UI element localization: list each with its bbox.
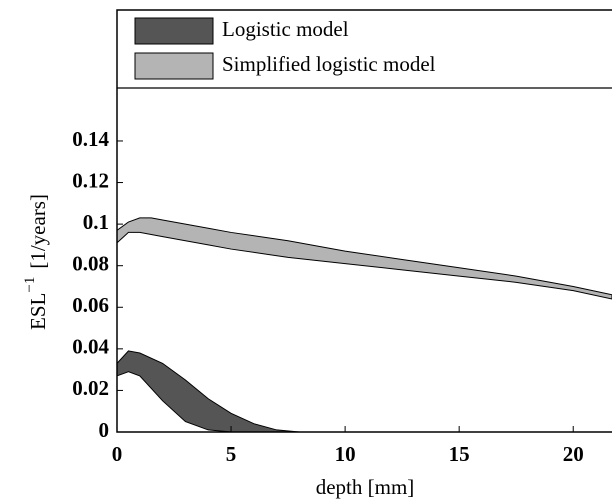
y-tick-label: 0.04: [72, 335, 109, 359]
y-tick-label: 0.02: [72, 376, 109, 400]
x-axis-label: depth [mm]: [316, 475, 415, 499]
band: [117, 350, 311, 432]
legend-swatch: [134, 52, 214, 80]
x-tick-label: 15: [449, 442, 470, 466]
band: [117, 217, 612, 300]
legend-label: Simplified logistic model: [222, 52, 436, 76]
y-label-sup: −1: [22, 277, 38, 293]
y-tick-label: 0.14: [72, 127, 109, 151]
y-tick-label: 0.12: [72, 168, 109, 192]
x-tick-label: 20: [563, 442, 584, 466]
plot-frame: [116, 9, 612, 433]
x-tick-label: 5: [226, 442, 237, 466]
y-label-base: ESL: [26, 293, 50, 330]
legend-swatch: [134, 17, 214, 45]
legend-label: Logistic model: [222, 17, 349, 41]
y-tick-label: 0.06: [72, 293, 109, 317]
y-tick-label: 0: [99, 418, 110, 442]
x-tick-label: 0: [112, 442, 123, 466]
y-tick-label: 0.08: [72, 252, 109, 276]
y-tick-label: 0.1: [83, 210, 109, 234]
x-tick-label: 10: [335, 442, 356, 466]
y-axis-label: ESL−1 [1/years]: [22, 194, 49, 330]
y-label-unit: [1/years]: [26, 194, 50, 269]
